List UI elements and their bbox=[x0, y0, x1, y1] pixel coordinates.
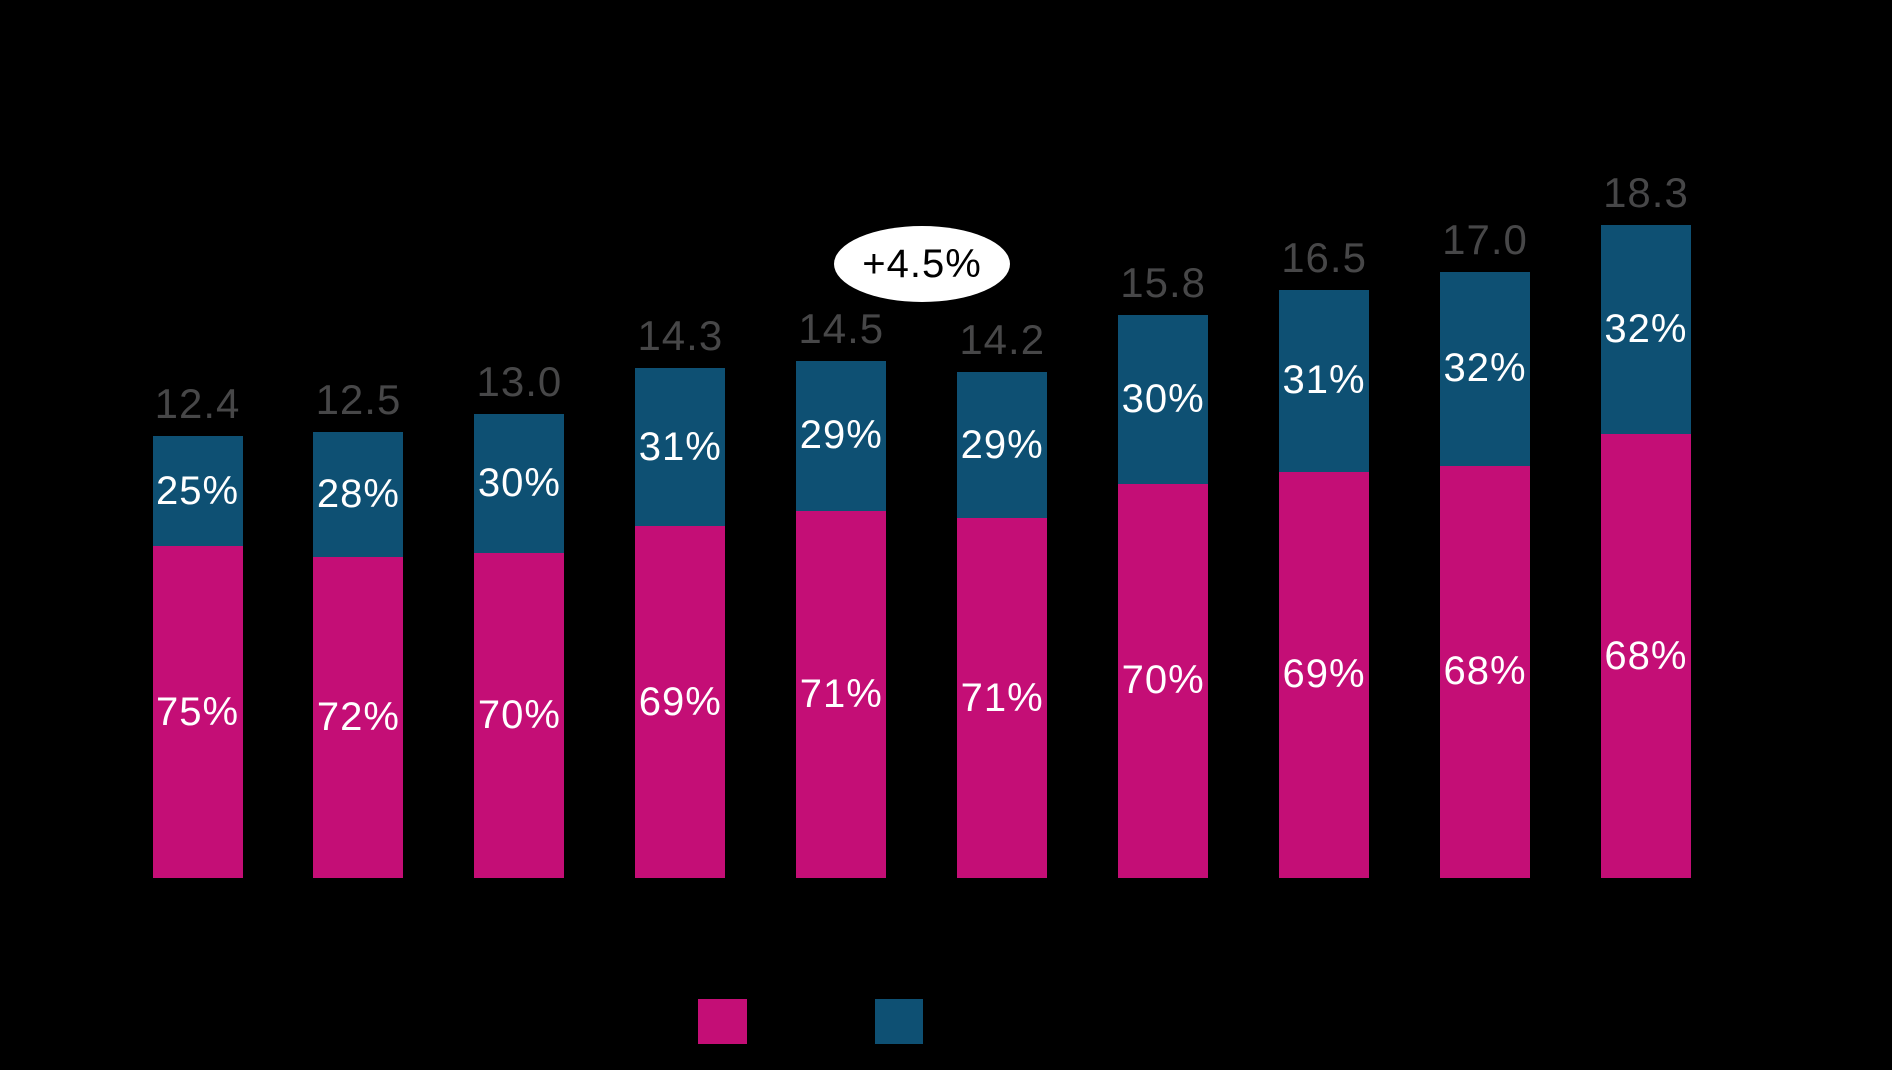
segment-bottom-pct-label: 72% bbox=[316, 695, 400, 740]
segment-top: 29% bbox=[796, 360, 887, 511]
bar-total-label: 18.3 bbox=[1603, 169, 1689, 217]
legend-swatch-top-segment bbox=[875, 999, 923, 1044]
segment-bottom-pct-label: 68% bbox=[1604, 633, 1688, 678]
segment-top: 31% bbox=[1279, 289, 1370, 472]
growth-annotation-ellipse: +4.5% bbox=[834, 226, 1010, 302]
segment-bottom: 70% bbox=[1118, 483, 1209, 878]
bar-total-label: 14.3 bbox=[637, 312, 724, 360]
bar-stack: 31% 69% bbox=[1279, 289, 1370, 878]
segment-top-pct-label: 32% bbox=[1443, 346, 1527, 391]
segment-top-pct-label: 25% bbox=[155, 468, 240, 513]
segment-top: 32% bbox=[1440, 271, 1531, 466]
bar-stack: 30% 70% bbox=[474, 414, 565, 878]
segment-top: 25% bbox=[152, 435, 243, 547]
segment-bottom: 69% bbox=[1279, 472, 1370, 878]
bar-total-label: 12.4 bbox=[154, 379, 241, 427]
segment-bottom-pct-label: 69% bbox=[1282, 652, 1366, 697]
bar-stack: 28% 72% bbox=[313, 432, 404, 878]
bar-total-label: 12.5 bbox=[315, 376, 402, 424]
segment-top: 30% bbox=[1118, 314, 1209, 484]
segment-bottom-pct-label: 75% bbox=[155, 689, 240, 734]
segment-bottom: 72% bbox=[313, 557, 404, 878]
segment-top: 30% bbox=[474, 414, 565, 554]
segment-top-pct-label: 28% bbox=[316, 472, 400, 517]
segment-bottom-pct-label: 71% bbox=[960, 675, 1044, 720]
segment-bottom-pct-label: 68% bbox=[1443, 649, 1527, 694]
bar-stack: 32% 68% bbox=[1600, 225, 1691, 878]
segment-top-pct-label: 30% bbox=[477, 461, 561, 506]
segment-top-pct-label: 29% bbox=[960, 422, 1044, 467]
bar-stack: 25% 75% bbox=[152, 435, 243, 878]
bar-stack: 32% 68% bbox=[1440, 271, 1531, 878]
bar-total-label: 17.0 bbox=[1442, 215, 1528, 263]
segment-bottom: 75% bbox=[152, 546, 243, 878]
bar-total-label: 16.5 bbox=[1281, 233, 1367, 281]
segment-bottom-pct-label: 70% bbox=[1121, 658, 1205, 703]
bar-stack: 29% 71% bbox=[957, 371, 1048, 878]
bar-total-label: 14.2 bbox=[959, 315, 1046, 363]
segment-top: 32% bbox=[1600, 225, 1691, 435]
segment-top-pct-label: 31% bbox=[1282, 358, 1366, 403]
segment-top-pct-label: 29% bbox=[799, 413, 883, 458]
bar-total-label: 15.8 bbox=[1120, 258, 1206, 306]
segment-top: 28% bbox=[313, 432, 404, 558]
segment-bottom-pct-label: 71% bbox=[799, 671, 883, 716]
bar-total-label: 13.0 bbox=[476, 358, 563, 406]
segment-bottom: 71% bbox=[957, 518, 1048, 878]
segment-top-pct-label: 32% bbox=[1604, 307, 1688, 352]
segment-top: 31% bbox=[635, 368, 726, 527]
bar-stack: 30% 70% bbox=[1118, 314, 1209, 878]
segment-top-pct-label: 31% bbox=[638, 424, 722, 469]
growth-annotation-label: +4.5% bbox=[862, 241, 982, 286]
segment-top-pct-label: 30% bbox=[1121, 376, 1205, 421]
segment-bottom: 71% bbox=[796, 510, 887, 878]
segment-bottom: 69% bbox=[635, 526, 726, 878]
segment-bottom: 68% bbox=[1440, 465, 1531, 878]
segment-bottom-pct-label: 69% bbox=[638, 679, 722, 724]
bar-stack: 29% 71% bbox=[796, 360, 887, 878]
segment-bottom: 70% bbox=[474, 553, 565, 878]
bar-total-label: 14.5 bbox=[798, 304, 885, 352]
legend-swatch-bottom-segment bbox=[698, 999, 747, 1044]
segment-bottom-pct-label: 70% bbox=[477, 693, 561, 738]
segment-top: 29% bbox=[957, 371, 1048, 519]
bar-stack: 31% 69% bbox=[635, 368, 726, 878]
segment-bottom: 68% bbox=[1600, 434, 1691, 878]
